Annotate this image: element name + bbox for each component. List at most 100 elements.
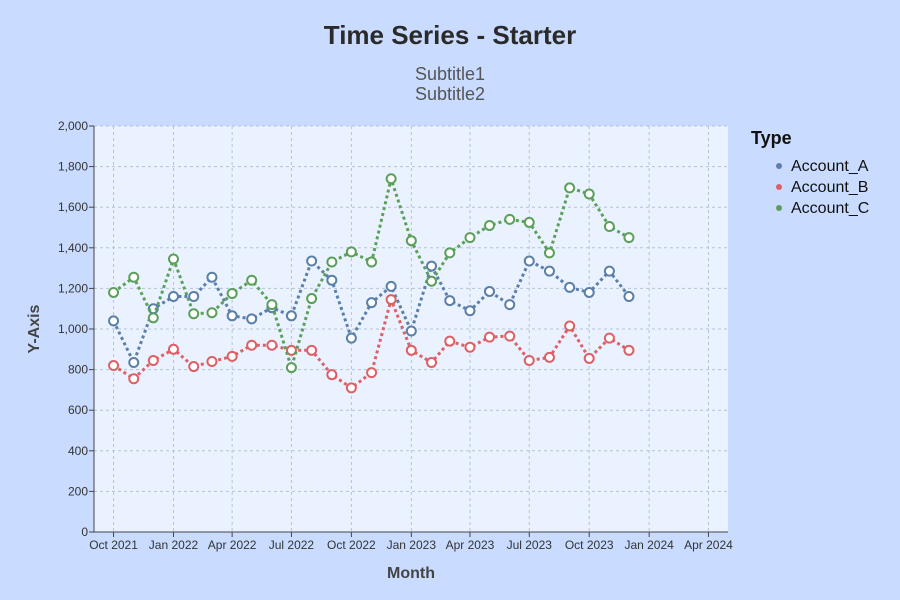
data-point xyxy=(326,274,338,286)
data-point xyxy=(426,275,438,287)
series-account-c xyxy=(108,173,635,374)
data-point xyxy=(405,325,417,337)
data-point xyxy=(246,313,258,325)
data-point xyxy=(266,339,278,351)
x-tick-label: Jul 2023 xyxy=(507,538,553,552)
data-point xyxy=(583,352,595,364)
data-point xyxy=(523,255,535,267)
y-tick-label: 1,400 xyxy=(58,241,88,255)
data-point xyxy=(345,382,357,394)
data-point xyxy=(306,344,318,356)
data-point xyxy=(405,344,417,356)
data-point xyxy=(444,335,456,347)
data-point xyxy=(366,367,378,379)
y-tick-label: 600 xyxy=(68,403,88,417)
data-point xyxy=(464,305,476,317)
data-point xyxy=(543,247,555,259)
data-point xyxy=(623,291,635,303)
data-point xyxy=(385,280,397,292)
data-point xyxy=(285,344,297,356)
data-point xyxy=(583,286,595,298)
data-point xyxy=(108,286,120,298)
data-point xyxy=(444,295,456,307)
x-tick-label: Oct 2021 xyxy=(89,538,138,552)
series-layer xyxy=(108,173,635,394)
y-tick-label: 200 xyxy=(68,484,88,498)
x-tick-label: Jan 2024 xyxy=(624,538,674,552)
data-point xyxy=(188,291,200,303)
data-point xyxy=(405,235,417,247)
data-point xyxy=(426,260,438,272)
data-point xyxy=(167,253,179,265)
y-tick-label: 2,000 xyxy=(58,119,88,133)
data-point xyxy=(226,350,238,362)
data-point xyxy=(108,360,120,372)
legend-marker xyxy=(776,163,782,169)
data-point xyxy=(623,344,635,356)
x-tick-label: Oct 2023 xyxy=(565,538,614,552)
data-point xyxy=(385,294,397,306)
chart-subtitle-2: Subtitle2 xyxy=(414,84,486,104)
data-point xyxy=(543,351,555,363)
data-point xyxy=(285,310,297,322)
data-point xyxy=(108,315,120,327)
data-point xyxy=(464,341,476,353)
chart-title: Time Series - Starter xyxy=(323,20,577,50)
data-point xyxy=(306,255,318,267)
x-tick-label: Oct 2022 xyxy=(327,538,376,552)
legend-label: Account_C xyxy=(791,200,869,217)
legend-marker xyxy=(776,184,782,190)
data-point xyxy=(206,355,218,367)
data-point xyxy=(603,332,615,344)
y-tick-label: 800 xyxy=(68,363,88,377)
x-tick-label: Jan 2022 xyxy=(149,538,199,552)
x-tick-label: Apr 2024 xyxy=(684,538,733,552)
data-point xyxy=(426,356,438,368)
legend-title: Type xyxy=(751,128,792,148)
data-point xyxy=(385,173,397,185)
x-tick-label: Jul 2022 xyxy=(269,538,315,552)
data-point xyxy=(504,213,516,225)
data-point xyxy=(623,232,635,244)
y-tick-label: 0 xyxy=(81,525,88,539)
data-point xyxy=(564,320,576,332)
y-tick-label: 1,000 xyxy=(58,322,88,336)
data-point xyxy=(226,310,238,322)
data-point xyxy=(206,307,218,319)
series-account-b xyxy=(108,294,635,394)
data-point xyxy=(366,256,378,268)
data-point xyxy=(226,287,238,299)
data-point xyxy=(147,312,159,324)
legend-marker xyxy=(776,205,782,211)
x-tick-label: Apr 2022 xyxy=(208,538,257,552)
data-point xyxy=(484,219,496,231)
data-point xyxy=(345,332,357,344)
data-point xyxy=(246,274,258,286)
data-point xyxy=(206,271,218,283)
data-point xyxy=(147,354,159,366)
data-point xyxy=(128,356,140,368)
chart-subtitle-1: Subtitle1 xyxy=(414,64,486,84)
data-point xyxy=(564,182,576,194)
data-point xyxy=(188,308,200,320)
data-point xyxy=(464,232,476,244)
y-tick-label: 400 xyxy=(68,444,88,458)
series-account-a xyxy=(108,255,635,368)
legend-label: Account_B xyxy=(791,179,868,196)
y-tick-label: 1,200 xyxy=(58,281,88,295)
y-tick-label: 1,600 xyxy=(58,200,88,214)
data-point xyxy=(345,246,357,258)
data-point xyxy=(484,331,496,343)
x-tick-label: Apr 2023 xyxy=(446,538,495,552)
series-line xyxy=(112,298,630,390)
data-point xyxy=(246,339,258,351)
data-point xyxy=(128,271,140,283)
legend: Type Account_A Account_B Account_C xyxy=(751,128,869,217)
data-point xyxy=(603,265,615,277)
data-point xyxy=(326,369,338,381)
data-point xyxy=(306,293,318,305)
data-point xyxy=(188,361,200,373)
data-point xyxy=(564,281,576,293)
axes: 0 200 400 600 800 1,000 1,200 1,400 1,600 1,800 2,… xyxy=(58,119,733,552)
